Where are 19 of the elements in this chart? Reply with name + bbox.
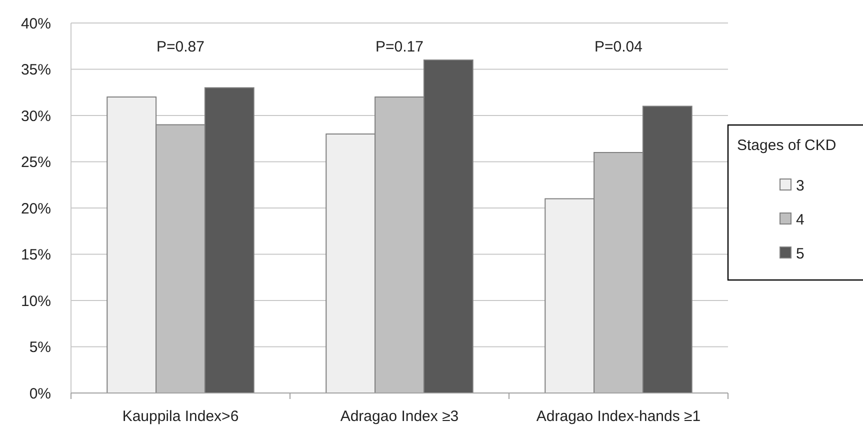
x-tick-label: Kauppila Index>6	[122, 408, 239, 425]
legend-title: Stages of CKD	[737, 137, 836, 154]
legend-label: 4	[796, 211, 804, 228]
x-tick-label: Adragao Index-hands ≥1	[536, 408, 701, 425]
y-tick-label: 40%	[20, 15, 51, 32]
y-tick-label: 0%	[29, 385, 51, 402]
y-tick-label: 15%	[20, 246, 51, 264]
annotation: P=0.87	[156, 38, 204, 56]
y-tick-label: 35%	[20, 62, 51, 78]
legend-label: 5	[796, 245, 804, 262]
y-tick-label: 10%	[20, 292, 51, 310]
y-tick-label: 20%	[20, 200, 51, 218]
annotation: P=0.04	[594, 38, 642, 56]
x-tick-label: Adragao Index ≥3	[340, 408, 459, 425]
y-tick-label: 5%	[29, 339, 51, 356]
y-tick-label: 25%	[20, 154, 51, 171]
y-tick-label: 30%	[20, 108, 51, 125]
annotation: P=0.17	[376, 38, 424, 56]
legend-label: 3	[796, 177, 804, 194]
